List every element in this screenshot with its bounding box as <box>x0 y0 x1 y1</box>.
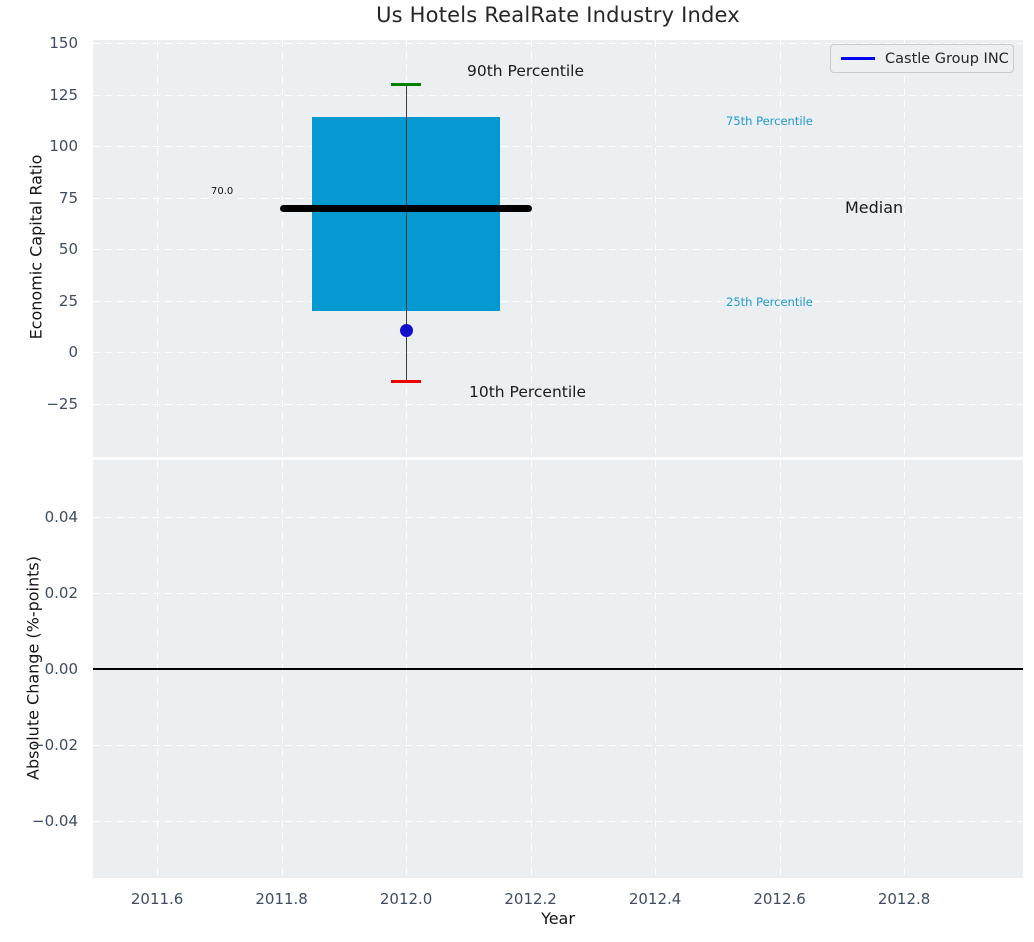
gridline-vertical <box>904 40 906 457</box>
x-tick-label: 2012.8 <box>877 890 931 908</box>
x-tick-label: 2012.2 <box>504 890 557 908</box>
whisker-line <box>405 84 407 382</box>
x-tick-label: 2012.0 <box>379 890 433 908</box>
gridline-horizontal <box>93 146 1023 148</box>
y-tick-label: 0.04 <box>44 508 78 527</box>
legend-line-swatch <box>841 57 875 60</box>
x-tick-label: 2012.4 <box>628 890 682 908</box>
gridline-horizontal <box>93 517 1023 519</box>
y-tick-label: 0 <box>68 343 78 362</box>
legend-label: Castle Group INC <box>885 50 1009 67</box>
annotation-25th-percentile: 25th Percentile <box>726 295 813 309</box>
gridline-horizontal <box>93 352 1023 354</box>
gridline-horizontal <box>93 43 1023 45</box>
gridline-horizontal <box>93 300 1023 302</box>
y-tick-label: 75 <box>58 188 78 207</box>
top-axes <box>93 40 1023 457</box>
zero-line <box>93 668 1023 670</box>
gridline-vertical <box>779 40 781 457</box>
y-tick-label: 150 <box>49 34 78 53</box>
y-tick-label: −25 <box>46 394 78 413</box>
y-tick-label: 50 <box>58 240 78 259</box>
gridline-horizontal <box>93 820 1023 822</box>
gridline-horizontal <box>93 593 1023 595</box>
annotation-90th-percentile: 90th Percentile <box>467 62 585 80</box>
p10-whisker-cap <box>391 379 422 384</box>
y-tick-label: −0.04 <box>32 811 78 830</box>
x-axis-label: Year <box>541 909 575 928</box>
median-line <box>279 204 533 212</box>
gridline-vertical <box>281 40 283 457</box>
legend: Castle Group INC <box>830 44 1014 73</box>
annotation-median: Median <box>845 198 904 217</box>
annotation-10th-percentile: 10th Percentile <box>469 383 587 401</box>
gridline-horizontal <box>93 249 1023 251</box>
gridline-horizontal <box>93 94 1023 96</box>
gridline-horizontal <box>93 744 1023 746</box>
y-tick-label: −0.02 <box>32 735 78 754</box>
y-tick-label: 0.00 <box>44 660 78 678</box>
y-tick-label: 100 <box>49 137 78 156</box>
x-tick-label: 2012.6 <box>753 890 806 908</box>
x-tick-label: 2011.6 <box>130 890 184 908</box>
gridline-horizontal <box>93 197 1023 199</box>
gridline-vertical <box>530 40 532 457</box>
median-value-label: 70.0 <box>211 186 234 197</box>
x-tick-label: 2011.8 <box>255 890 308 908</box>
chart-title: Us Hotels RealRate Industry Index <box>376 3 740 27</box>
y-tick-label: 125 <box>49 85 78 104</box>
gridline-vertical <box>157 40 159 457</box>
annotation-75th-percentile: 75th Percentile <box>726 114 813 128</box>
y-tick-label: 25 <box>58 291 78 310</box>
gridline-vertical <box>655 40 657 457</box>
p90-whisker-cap <box>391 82 422 87</box>
gridline-horizontal <box>93 403 1023 405</box>
company-point <box>399 324 413 338</box>
y-tick-label: 0.02 <box>44 584 78 603</box>
